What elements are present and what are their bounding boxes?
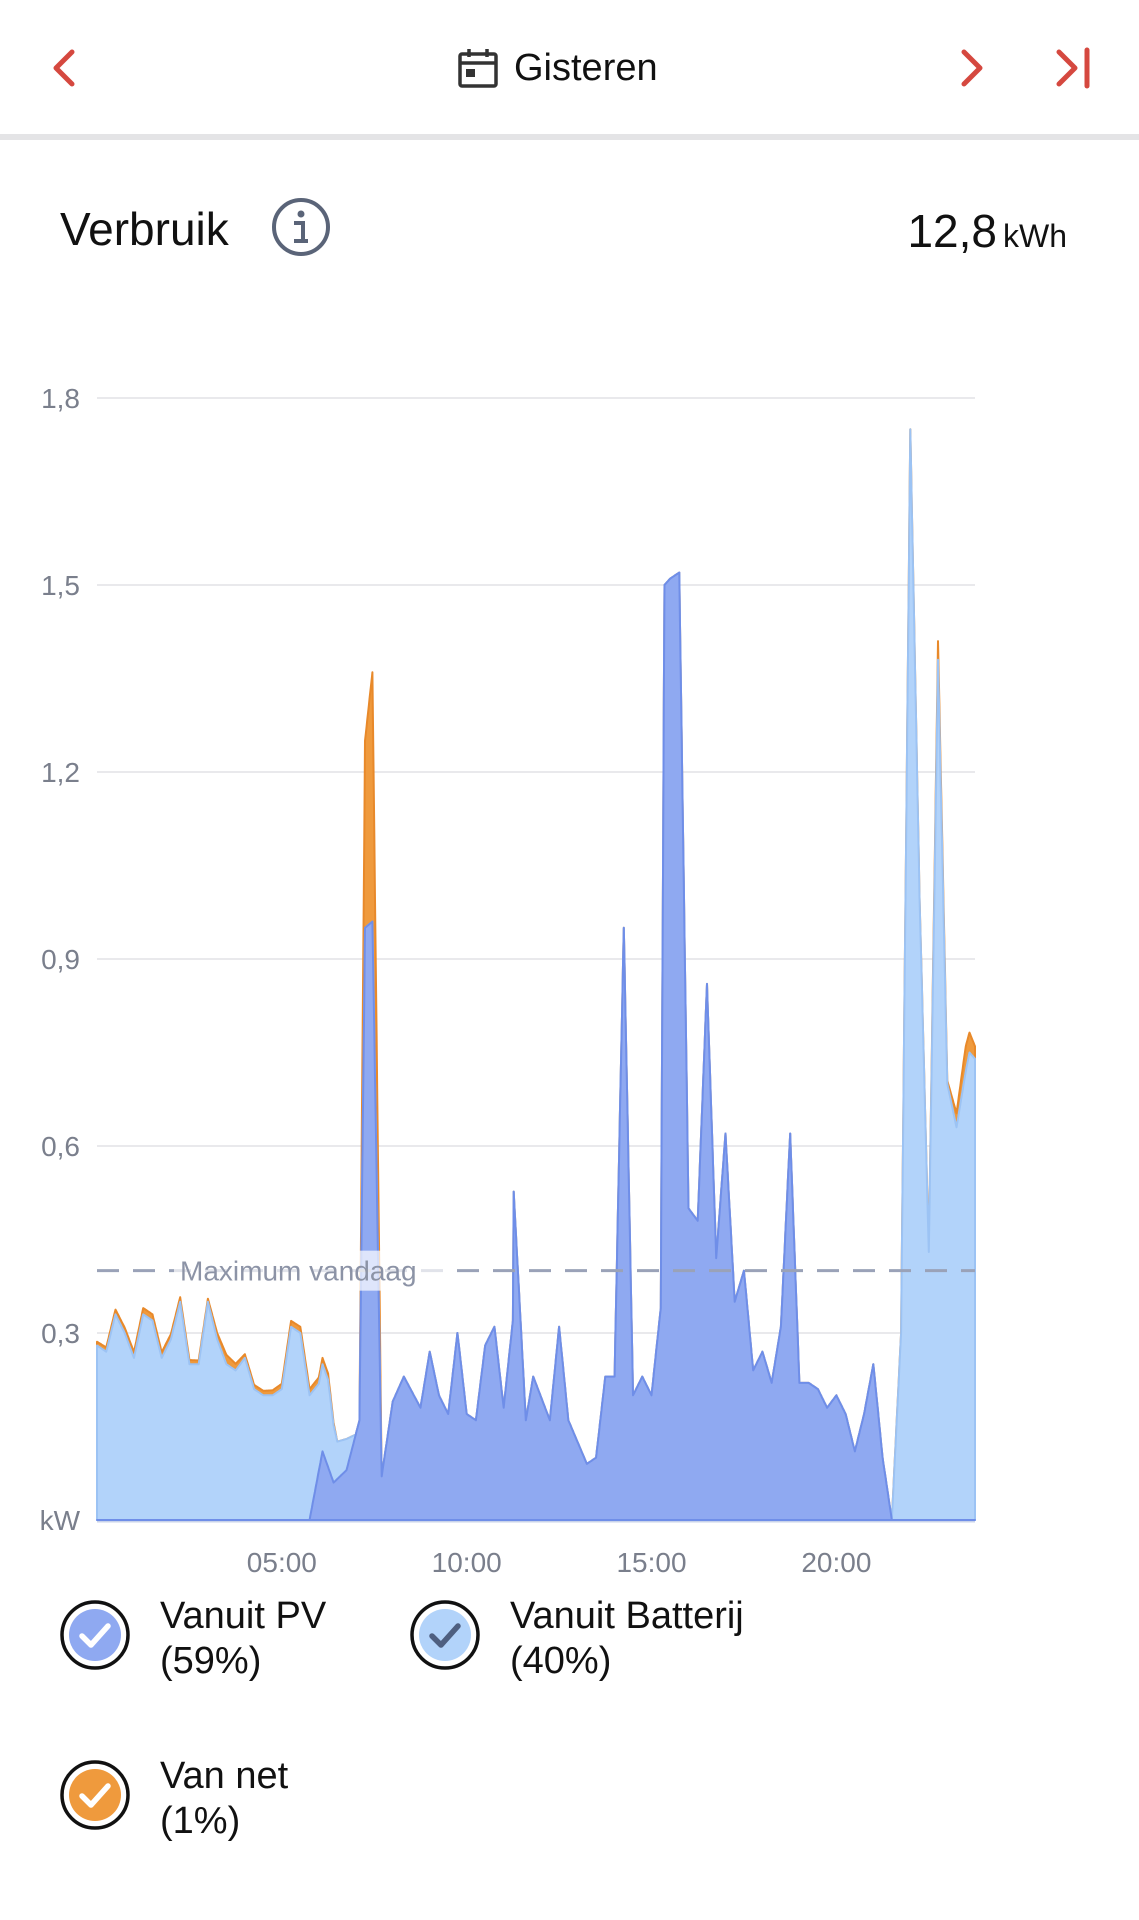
legend-name: Vanuit Batterij bbox=[510, 1595, 744, 1637]
total-consumption: 12,8 kWh bbox=[907, 204, 1067, 258]
legend-name: Vanuit PV bbox=[160, 1595, 327, 1637]
x-tick-label: 20:00 bbox=[801, 1547, 871, 1578]
legend-item-battery[interactable]: Vanuit Batterij (40%) bbox=[410, 1595, 744, 1684]
last-day-button[interactable] bbox=[1045, 38, 1105, 98]
section-title: Verbruik bbox=[60, 203, 229, 255]
checkmark-icon bbox=[60, 1760, 130, 1830]
legend-label: Van net (1%) bbox=[160, 1754, 288, 1844]
y-tick-label: 1,5 bbox=[41, 570, 80, 601]
info-icon bbox=[272, 198, 330, 256]
skip-to-end-icon bbox=[1056, 47, 1090, 89]
axis-labels: 0,3 0,6 0,9 1,2 1,5 1,8 kW 05:00 10:00 15:00 20:00 bbox=[40, 383, 872, 1578]
reference-line-group: Maximum vandaag bbox=[97, 1250, 975, 1291]
legend-name: Van net bbox=[160, 1755, 289, 1797]
legend-item-pv[interactable]: Vanuit PV (59%) bbox=[60, 1595, 326, 1684]
area-vanuit-pv bbox=[96, 571, 976, 1521]
legend-item-grid[interactable]: Van net (1%) bbox=[60, 1755, 288, 1844]
next-day-button[interactable] bbox=[940, 38, 1000, 98]
chevron-left-icon bbox=[53, 49, 75, 87]
previous-day-button[interactable] bbox=[36, 38, 96, 98]
total-unit: kWh bbox=[1003, 218, 1067, 254]
section-header: Verbruik 12,8 kWh bbox=[0, 190, 1139, 270]
area-van-net bbox=[96, 428, 976, 1521]
y-tick-label: 0,6 bbox=[41, 1131, 80, 1162]
top-bar: Gisteren bbox=[0, 0, 1139, 140]
date-label: Gisteren bbox=[514, 46, 658, 89]
y-tick-label: 0,9 bbox=[41, 944, 80, 975]
checkmark-icon bbox=[60, 1600, 130, 1670]
calendar-icon bbox=[458, 49, 498, 88]
checkmark-icon bbox=[410, 1600, 480, 1670]
x-tick-label: 15:00 bbox=[616, 1547, 686, 1578]
legend-percent: (40%) bbox=[510, 1640, 612, 1682]
chevron-right-icon bbox=[961, 49, 983, 87]
y-unit-label: kW bbox=[40, 1505, 81, 1536]
y-tick-label: 1,2 bbox=[41, 757, 80, 788]
chart-areas bbox=[96, 428, 976, 1521]
total-value: 12,8 bbox=[907, 205, 997, 257]
legend-label: Vanuit PV (59%) bbox=[160, 1594, 326, 1684]
legend-percent: (59%) bbox=[160, 1640, 262, 1682]
y-tick-label: 1,8 bbox=[41, 383, 80, 414]
legend-label: Vanuit Batterij (40%) bbox=[510, 1594, 744, 1684]
x-tick-label: 05:00 bbox=[247, 1547, 317, 1578]
reference-line-label: Maximum vandaag bbox=[180, 1256, 417, 1287]
info-button[interactable] bbox=[270, 196, 332, 258]
legend-percent: (1%) bbox=[160, 1800, 241, 1842]
reference-label-bg bbox=[174, 1250, 452, 1291]
y-tick-label: 0,3 bbox=[41, 1318, 80, 1349]
consumption-chart: Maximum vandaag 0,3 0,6 0,9 1,2 1,5 1,8 kW 05:0… bbox=[40, 383, 976, 1578]
date-selector[interactable]: Gisteren bbox=[456, 38, 658, 98]
x-tick-label: 10:00 bbox=[432, 1547, 502, 1578]
chart-grid bbox=[97, 397, 975, 1523]
